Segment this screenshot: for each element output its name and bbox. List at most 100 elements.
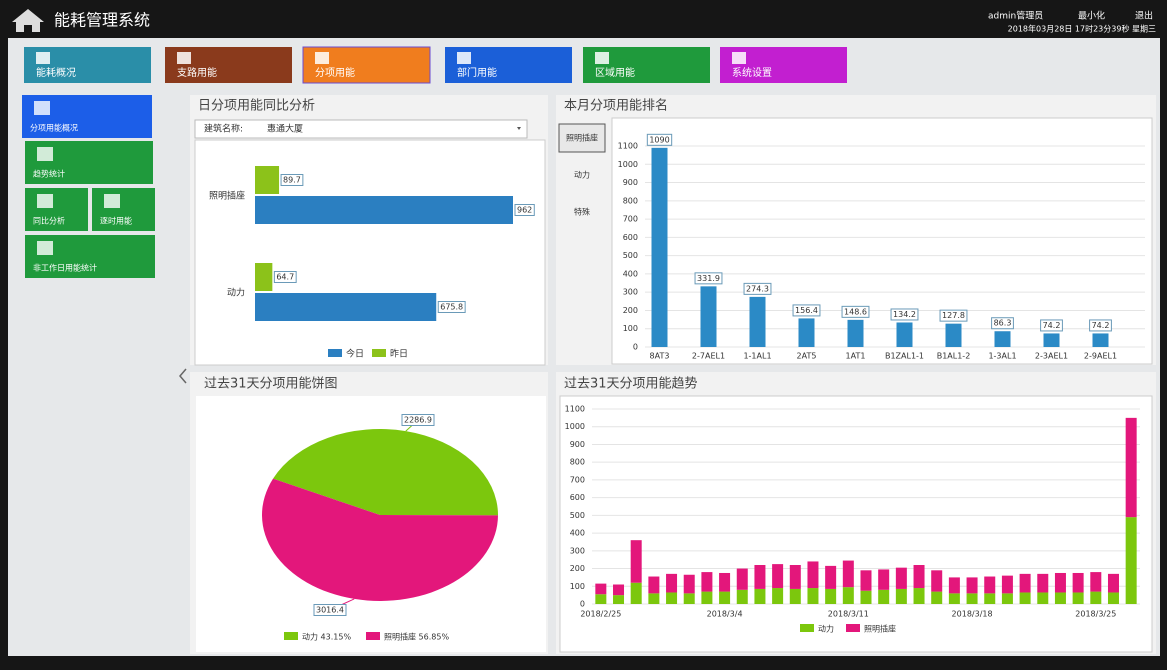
data-label-box [694,272,723,285]
legend-swatch [284,632,298,640]
nav-icon [732,52,746,64]
x-tick-label: 2-3AEL1 [1035,352,1068,361]
bar-segment [931,570,943,592]
category-label: 照明插座 [209,190,245,202]
nav-label[interactable]: 分项用能 [315,66,355,79]
nav-icon [36,52,50,64]
bar-segment [1072,592,1084,604]
x-tick-label: 2018/3/4 [707,610,743,619]
data-label: 156.4 [795,306,818,315]
legend-label: 照明插座 [864,624,896,634]
bar [994,331,1011,347]
y-tick-label: 700 [570,475,585,484]
bar-segment [648,593,660,604]
x-tick-label: 2018/3/18 [952,610,993,619]
bar-segment [895,588,907,604]
collapse-arrow[interactable] [179,368,187,384]
nav-label[interactable]: 区域用能 [595,66,635,79]
panel-title: 日分项用能同比分析 [198,99,315,114]
x-tick-label: 2018/3/25 [1075,610,1116,619]
bar-segment [719,572,731,592]
menu-icon [37,241,53,255]
y-tick-label: 1000 [565,422,585,431]
x-tick-label: 1AT1 [846,352,866,361]
data-label: 1090 [649,135,669,144]
building-select[interactable] [194,119,528,139]
filter-label: 建筑名称: [204,123,243,135]
bar-segment [683,593,695,604]
menu-icon [104,194,120,208]
filter-value: 惠通大厦 [267,123,303,135]
bar [1092,333,1109,347]
menu-label[interactable]: 趋势统计 [33,169,65,179]
bar-segment [754,565,766,589]
legend-label: 照明插座 56.85% [384,632,449,642]
nav-label[interactable]: 系统设置 [732,66,772,79]
nav-label[interactable]: 部门用能 [457,66,497,79]
x-tick-label: 1-1AL1 [743,352,771,361]
side-button[interactable] [559,161,605,189]
data-label-box [743,282,772,295]
menu-label[interactable]: 分项用能概况 [30,123,78,133]
legend-label: 动力 [818,624,834,634]
data-label-box [792,304,821,317]
side-button[interactable] [558,123,606,153]
bar-segment [1037,592,1049,604]
y-tick-label: 1100 [565,405,585,414]
user[interactable]: admin管理员 [988,10,1043,22]
menu-tile[interactable] [92,188,155,231]
data-label-box [514,204,535,216]
bar-segment [701,572,713,592]
y-tick-label: 500 [570,511,585,520]
bar-segment [772,564,784,589]
bar [255,166,280,194]
bar-segment [648,576,660,594]
data-label: 3016.4 [316,606,344,615]
menu-label[interactable]: 非工作日用能统计 [33,263,97,273]
nav-label[interactable]: 支路用能 [177,66,217,79]
bar-segment [736,589,748,604]
minimize[interactable]: 最小化 [1078,10,1105,22]
y-tick-label: 500 [623,251,638,260]
side-button-label[interactable]: 照明插座 [566,133,598,143]
side-button-label[interactable]: 动力 [574,170,590,180]
x-tick-label: 2-9AEL1 [1084,352,1117,361]
logout[interactable]: 退出 [1135,10,1153,22]
data-label: 148.6 [844,307,867,316]
menu-icon [37,194,53,208]
y-tick-label: 200 [623,306,638,315]
data-label-box [437,301,466,313]
y-tick-label: 100 [570,582,585,591]
y-tick-label: 400 [570,529,585,538]
menu-label[interactable]: 逐时用能 [100,216,132,226]
bar-segment [1037,573,1049,593]
data-label-box [1089,319,1112,332]
bar-segment [772,588,784,604]
legend-swatch [328,349,342,357]
data-label-box [313,604,347,616]
bar-segment [842,560,854,588]
data-label: 74.2 [1043,321,1061,330]
legend-swatch [846,624,860,632]
menu-icon [37,147,53,161]
bar-segment [860,570,872,591]
bar [945,323,962,347]
panel-title: 过去31天分项用能饼图 [204,377,338,392]
bar-segment [1072,572,1084,593]
y-tick-label: 100 [623,324,638,333]
x-tick-label: B1AL1-2 [937,352,971,361]
nav-label[interactable]: 能耗概况 [36,66,76,79]
data-label: 127.8 [942,311,965,320]
data-label-box [1040,319,1063,332]
bar [798,318,815,347]
bar-segment [666,573,678,593]
menu-label[interactable]: 同比分析 [33,216,65,226]
panel-title: 过去31天分项用能趋势 [564,376,698,392]
side-button-label[interactable]: 特殊 [574,207,590,217]
legend-label: 今日 [346,348,364,360]
menu-tile[interactable] [25,188,88,231]
data-label-box [841,305,870,318]
y-tick-label: 0 [633,343,638,352]
bar-segment [913,588,925,604]
side-button[interactable] [559,198,605,226]
